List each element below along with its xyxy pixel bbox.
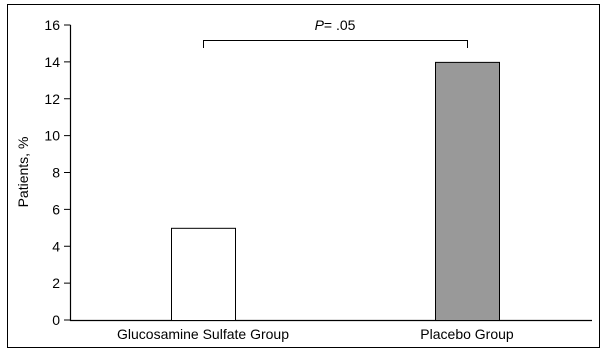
bar-glucosamine-sulfate-group bbox=[171, 227, 236, 321]
y-tick-label: 6 bbox=[52, 201, 60, 217]
y-tick-label: 14 bbox=[44, 54, 60, 70]
y-tick-label: 2 bbox=[52, 275, 60, 291]
y-tick-label: 0 bbox=[52, 312, 60, 328]
y-axis-label: Patients, % bbox=[15, 137, 31, 208]
p-value-rest: = .05 bbox=[324, 17, 356, 33]
y-tick-label: 10 bbox=[44, 128, 60, 144]
y-tick-label: 4 bbox=[52, 238, 60, 254]
bars-group bbox=[171, 61, 500, 321]
x-axis-tick-labels: Glucosamine Sulfate Group Placebo Group bbox=[117, 326, 514, 342]
chart-frame bbox=[7, 4, 600, 348]
p-value-label: P= .05 bbox=[315, 17, 356, 33]
x-tick-label: Glucosamine Sulfate Group bbox=[117, 326, 289, 342]
y-axis-ticks: 0 2 4 6 8 10 12 14 16 bbox=[44, 17, 71, 328]
bar-placebo-group bbox=[435, 61, 500, 321]
y-tick-label: 16 bbox=[44, 17, 60, 33]
y-tick-label: 8 bbox=[52, 165, 60, 181]
p-value-italic: P bbox=[315, 17, 325, 33]
y-tick-label: 12 bbox=[44, 91, 60, 107]
significance-bracket bbox=[203, 40, 468, 48]
significance-annotation: P= .05 bbox=[203, 17, 468, 48]
x-tick-label: Placebo Group bbox=[420, 326, 514, 342]
